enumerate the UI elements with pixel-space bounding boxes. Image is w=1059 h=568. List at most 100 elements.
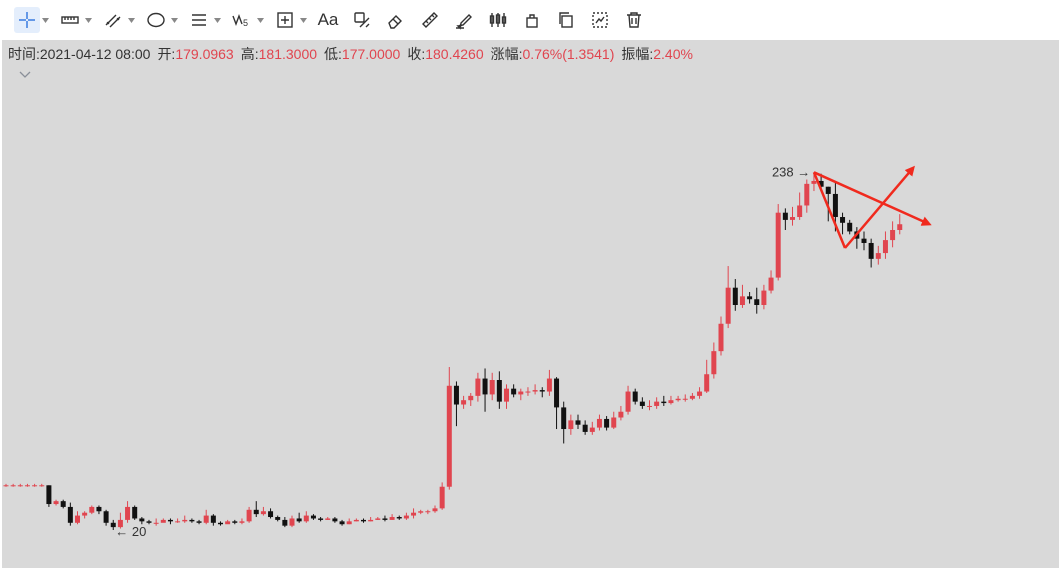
candle-body	[489, 380, 495, 395]
annotation-tool[interactable]	[349, 6, 375, 34]
candle-body	[647, 405, 652, 407]
ruler-tool[interactable]	[417, 6, 443, 34]
candle-body	[539, 390, 545, 392]
measure-box-icon	[272, 7, 298, 33]
candle-body	[346, 521, 352, 525]
dropdown-caret-icon[interactable]	[84, 16, 92, 24]
dropdown-caret-icon[interactable]	[127, 16, 135, 24]
brush-tool[interactable]	[451, 6, 477, 34]
candle	[146, 519, 152, 525]
candle-body	[268, 511, 274, 518]
candle	[203, 509, 209, 525]
dropdown-caret-icon[interactable]	[170, 16, 178, 24]
candle-body	[604, 418, 610, 428]
candle	[718, 316, 724, 356]
candle-body	[475, 378, 481, 396]
candle	[575, 414, 581, 430]
fib-lines-tool[interactable]	[186, 6, 221, 34]
candle-body	[818, 180, 824, 187]
dropdown-caret-icon[interactable]	[299, 16, 307, 24]
candle	[282, 517, 288, 528]
candlestick-chart[interactable]: 238 → ← 20	[2, 40, 1059, 568]
candle	[518, 388, 524, 401]
candle-body	[682, 398, 688, 400]
wave-tool[interactable]: 5	[229, 6, 264, 34]
candle	[96, 505, 102, 515]
candle	[439, 482, 445, 510]
candle-body	[554, 378, 560, 408]
lock-tool[interactable]	[519, 6, 545, 34]
collapse-chevron-icon[interactable]	[18, 70, 32, 79]
candle-body	[368, 519, 374, 522]
candle-body	[725, 287, 731, 324]
candle-body	[275, 517, 281, 520]
dropdown-caret-icon[interactable]	[41, 16, 49, 24]
candle-body	[790, 217, 795, 220]
candle	[325, 517, 331, 520]
candle-body	[654, 401, 660, 406]
delete-tool[interactable]	[621, 6, 647, 34]
candle	[403, 512, 409, 520]
candle-body	[153, 522, 159, 524]
candle	[539, 387, 545, 398]
candle	[890, 221, 896, 248]
candle	[246, 506, 252, 523]
high-readout: 高:181.3000	[240, 46, 318, 62]
candle-body	[890, 230, 896, 241]
candle	[790, 206, 795, 226]
eraser-tool[interactable]	[383, 6, 409, 34]
candle	[60, 499, 66, 509]
candle	[389, 514, 395, 520]
candle-body	[17, 485, 23, 487]
parallel-lines-tool[interactable]	[100, 6, 135, 34]
candle	[239, 518, 245, 525]
crosshair-tool[interactable]	[14, 6, 49, 34]
candle	[339, 519, 345, 526]
candle	[110, 519, 116, 530]
candle-body	[239, 521, 245, 523]
candle-body	[439, 486, 445, 509]
dropdown-caret-icon[interactable]	[213, 16, 221, 24]
candle-body	[24, 485, 30, 487]
candle	[554, 377, 560, 430]
candle	[332, 517, 338, 523]
candle	[654, 397, 660, 409]
candle	[425, 509, 431, 515]
candle	[10, 483, 16, 487]
candle	[461, 395, 467, 409]
wave-icon: 5	[229, 7, 255, 33]
candle	[75, 511, 80, 525]
candle-body	[218, 522, 223, 525]
candle	[3, 483, 9, 487]
candle-body	[589, 427, 595, 432]
text-tool[interactable]: Aa	[315, 6, 341, 34]
measure-tool[interactable]	[272, 6, 307, 34]
candle-body	[861, 238, 867, 243]
candle	[89, 505, 95, 515]
candle-body	[611, 417, 617, 428]
candle	[375, 517, 381, 520]
candle	[125, 501, 131, 523]
candle-body	[504, 388, 509, 402]
dropdown-caret-icon[interactable]	[256, 16, 264, 24]
ellipse-tool[interactable]	[143, 6, 178, 34]
chart-area[interactable]: 238 → ← 20 时间:2021-04-12 08:00 开:179.0963…	[2, 40, 1059, 568]
candle-body	[754, 299, 760, 305]
candle	[797, 192, 803, 220]
candle	[847, 219, 853, 235]
candle-body	[804, 183, 810, 206]
candles-tool[interactable]	[485, 6, 511, 34]
candle-body	[318, 518, 324, 520]
candle	[675, 395, 681, 402]
candle	[139, 517, 145, 525]
copy-tool[interactable]	[553, 6, 579, 34]
candle	[532, 384, 538, 395]
candle	[568, 414, 574, 435]
candle	[632, 388, 638, 405]
candle	[747, 292, 753, 304]
settings-tool[interactable]	[587, 6, 613, 34]
open-readout: 开:179.0963	[157, 46, 234, 62]
candle-body	[253, 509, 259, 515]
candle	[739, 284, 745, 308]
ruler-grid-tool[interactable]	[57, 6, 92, 34]
